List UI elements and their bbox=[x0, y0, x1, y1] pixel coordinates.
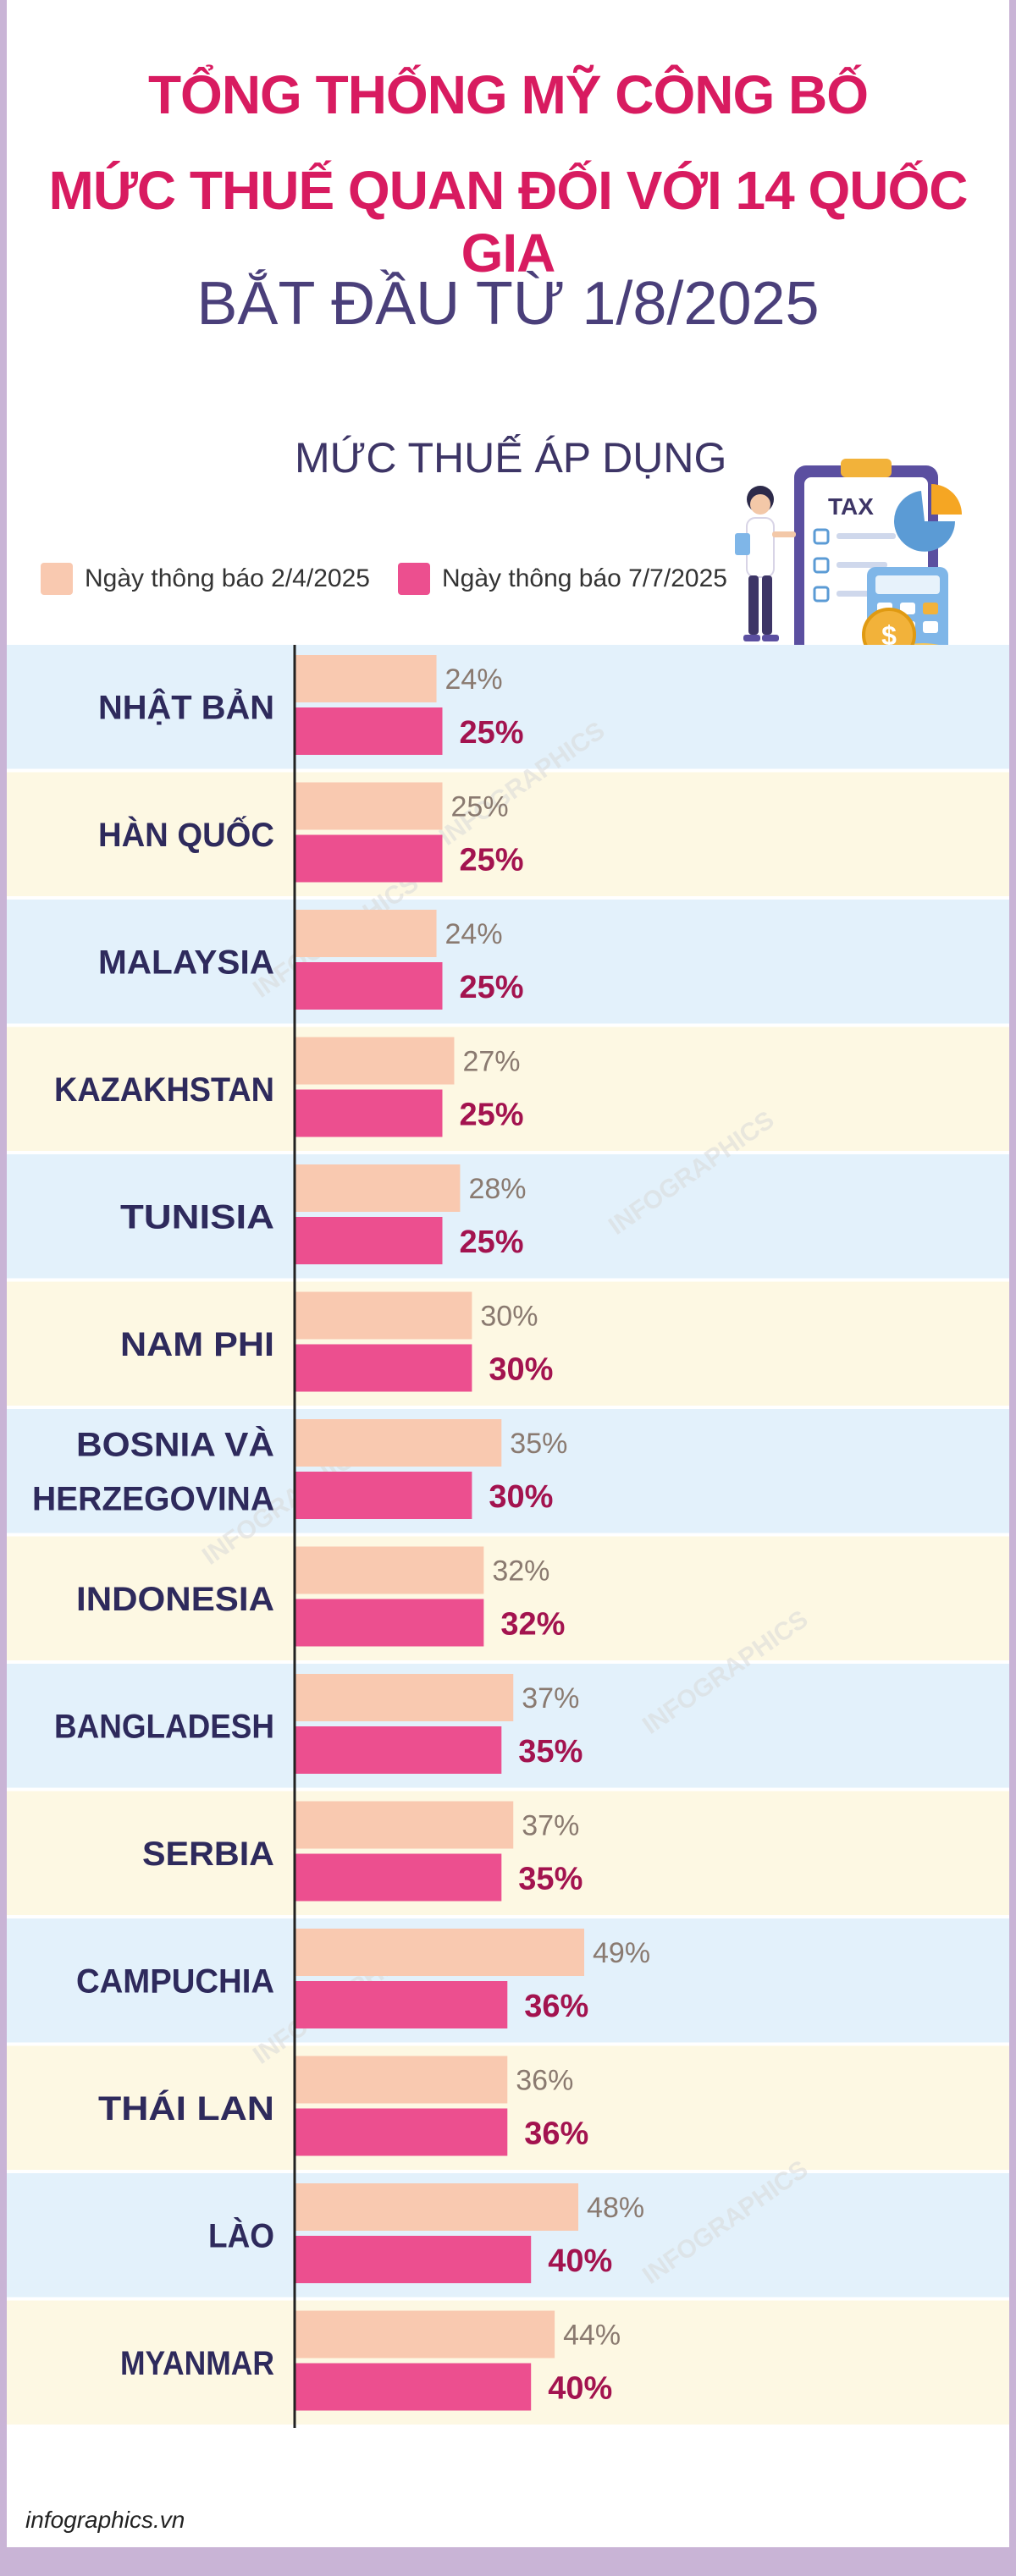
value-label-series-1: 37% bbox=[522, 1682, 579, 1715]
value-label-series-2: 30% bbox=[489, 1479, 553, 1515]
category-label: KAZAKHSTAN bbox=[54, 1071, 274, 1109]
value-label-series-2: 25% bbox=[460, 843, 524, 878]
infographic-page: TỔNG THỐNG MỸ CÔNG BỐ MỨC THUẾ QUAN ĐỐI … bbox=[7, 0, 1009, 2547]
value-label-series-1: 49% bbox=[593, 1937, 650, 1969]
value-label-series-1: 28% bbox=[468, 1173, 526, 1205]
bar-series-2 bbox=[295, 962, 443, 1010]
value-label-series-2: 25% bbox=[460, 1098, 524, 1133]
category-label: BOSNIA VÀ bbox=[76, 1425, 274, 1463]
bar-series-2 bbox=[295, 1726, 501, 1774]
category-label: HERZEGOVINA bbox=[32, 1480, 274, 1517]
value-label-series-2: 30% bbox=[489, 1352, 553, 1388]
category-label: LÀO bbox=[208, 2216, 274, 2254]
bar-series-2 bbox=[295, 1981, 507, 2028]
value-label-series-2: 25% bbox=[460, 1225, 524, 1260]
category-label: HÀN QUỐC bbox=[98, 815, 274, 854]
value-label-series-1: 30% bbox=[480, 1301, 538, 1333]
bar-series-1 bbox=[295, 783, 443, 830]
value-label-series-2: 25% bbox=[460, 715, 524, 751]
category-label: CAMPUCHIA bbox=[76, 1962, 274, 2000]
bar-series-2 bbox=[295, 2109, 507, 2156]
value-label-series-2: 40% bbox=[548, 2243, 612, 2279]
bar-series-1 bbox=[295, 1038, 454, 1085]
value-label-series-2: 35% bbox=[518, 1862, 583, 1897]
category-label: BANGLADESH bbox=[54, 1708, 274, 1745]
bar-series-2 bbox=[295, 2364, 531, 2411]
value-label-series-1: 35% bbox=[510, 1428, 567, 1460]
bar-series-2 bbox=[295, 707, 443, 755]
bar-series-2 bbox=[295, 1345, 472, 1392]
bar-series-1 bbox=[295, 1292, 472, 1340]
bar-series-1 bbox=[295, 2183, 578, 2231]
bar-series-1 bbox=[295, 1164, 460, 1212]
value-label-series-2: 32% bbox=[500, 1607, 565, 1643]
category-label: MYANMAR bbox=[120, 2345, 274, 2382]
bar-series-1 bbox=[295, 1547, 483, 1594]
bar-series-1 bbox=[295, 1802, 513, 1849]
bar-series-2 bbox=[295, 1090, 443, 1137]
bar-series-2 bbox=[295, 2236, 531, 2283]
tariff-bar-chart: INFOGRAPHICSINFOGRAPHICSINFOGRAPHICSINFO… bbox=[7, 0, 1009, 2463]
footer-source: infographics.vn bbox=[25, 2507, 185, 2534]
category-label: TUNISIA bbox=[120, 1198, 274, 1236]
value-label-series-1: 32% bbox=[492, 1555, 549, 1588]
bar-series-2 bbox=[295, 1854, 501, 1902]
value-label-series-1: 25% bbox=[451, 791, 509, 823]
bar-series-1 bbox=[295, 1419, 501, 1467]
category-label: INDONESIA bbox=[76, 1581, 274, 1618]
bar-series-2 bbox=[295, 1472, 472, 1519]
row-backgrounds bbox=[7, 645, 1009, 2425]
bar-series-1 bbox=[295, 2056, 507, 2104]
category-label: NAM PHI bbox=[120, 1326, 274, 1363]
category-label: MALAYSIA bbox=[98, 944, 274, 981]
value-label-series-2: 40% bbox=[548, 2371, 612, 2407]
bar-series-1 bbox=[295, 1674, 513, 1721]
value-label-series-2: 35% bbox=[518, 1734, 583, 1770]
bar-series-2 bbox=[295, 1599, 483, 1647]
category-label: SERBIA bbox=[142, 1836, 274, 1873]
value-label-series-1: 27% bbox=[462, 1046, 520, 1078]
value-label-series-2: 25% bbox=[460, 970, 524, 1005]
value-label-series-2: 36% bbox=[524, 2116, 588, 2152]
value-label-series-1: 37% bbox=[522, 1810, 579, 1842]
value-label-series-1: 44% bbox=[563, 2320, 621, 2352]
value-label-series-1: 36% bbox=[516, 2065, 573, 2097]
bar-series-1 bbox=[295, 655, 437, 702]
category-label: THÁI LAN bbox=[98, 2089, 274, 2127]
category-label: NHẬT BẢN bbox=[98, 687, 274, 726]
value-label-series-1: 48% bbox=[587, 2192, 644, 2224]
bar-series-1 bbox=[295, 1929, 584, 1976]
value-label-series-2: 36% bbox=[524, 1989, 588, 2024]
value-label-series-1: 24% bbox=[445, 663, 503, 696]
bar-series-1 bbox=[295, 2311, 555, 2359]
bar-series-2 bbox=[295, 1217, 443, 1264]
value-label-series-1: 24% bbox=[445, 918, 503, 950]
bar-series-2 bbox=[295, 835, 443, 883]
bar-series-1 bbox=[295, 910, 437, 957]
